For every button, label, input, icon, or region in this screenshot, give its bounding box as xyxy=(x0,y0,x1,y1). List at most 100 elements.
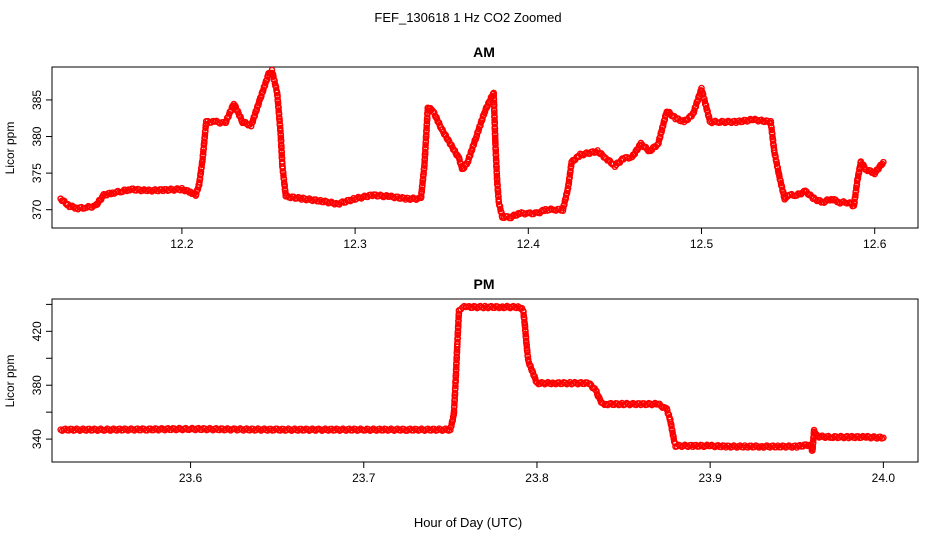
data-point-am xyxy=(880,158,887,166)
data-point-pm xyxy=(452,363,460,371)
data-point-pm xyxy=(880,434,887,442)
data-point-am xyxy=(421,148,429,156)
data-point-am xyxy=(420,165,428,172)
data-point-am xyxy=(249,116,257,123)
data-point-am xyxy=(278,144,285,152)
x-tick-label-pm: 23.6 xyxy=(179,471,203,485)
data-point-am xyxy=(270,73,277,81)
x-tick-label-am: 12.2 xyxy=(170,237,194,251)
data-point-am xyxy=(201,131,209,138)
data-point-am xyxy=(423,124,430,132)
data-point-am xyxy=(280,172,287,179)
data-point-am xyxy=(565,178,573,185)
data-point-pm xyxy=(668,422,675,430)
data-point-am xyxy=(560,204,567,212)
x-tick-label-pm: 23.7 xyxy=(352,471,376,485)
data-point-pm xyxy=(455,321,462,328)
data-point-am xyxy=(201,138,208,145)
panel-title-pm: PM xyxy=(474,276,495,292)
data-point-am xyxy=(497,205,504,213)
data-point-am xyxy=(198,161,206,169)
data-point-am xyxy=(491,116,498,124)
data-point-pm xyxy=(809,443,817,451)
axes-pm: 23.6 23.7 23.8 23.9 24.0 340 380 420 xyxy=(30,303,896,485)
x-axis-label: Hour of Day (UTC) xyxy=(413,515,523,530)
data-point-am xyxy=(196,178,203,186)
data-point-am xyxy=(255,99,263,107)
x-tick-label-am: 12.4 xyxy=(517,237,541,251)
y-tick-label-am: 380 xyxy=(30,126,44,146)
data-point-am xyxy=(862,166,870,174)
data-point-am xyxy=(658,126,666,134)
x-tick-label-am: 12.6 xyxy=(863,237,887,251)
y-tick-label-am: 370 xyxy=(30,199,44,219)
data-point-pm xyxy=(522,330,529,338)
data-point-am xyxy=(418,186,426,193)
data-point-am xyxy=(773,160,781,167)
data-point-am xyxy=(768,126,776,134)
data-point-am xyxy=(493,178,501,186)
data-point-am xyxy=(490,92,498,100)
data-point-pm xyxy=(453,353,461,360)
x-tick-label-am: 12.5 xyxy=(690,237,714,251)
x-tick-label-pm: 23.8 xyxy=(525,471,549,485)
data-point-am xyxy=(422,141,429,149)
y-axis-label-pm: Licor ppm xyxy=(3,355,17,408)
y-tick-label-am: 385 xyxy=(30,90,44,110)
data-point-am xyxy=(493,165,500,173)
data-point-pm xyxy=(451,389,459,397)
points-pm xyxy=(57,302,887,454)
data-point-pm xyxy=(447,426,454,434)
data-point-pm xyxy=(454,338,461,346)
data-point-am xyxy=(475,125,483,133)
data-point-am xyxy=(491,127,499,134)
data-point-am xyxy=(277,127,284,135)
data-point-am xyxy=(197,168,205,176)
data-point-am xyxy=(276,117,283,125)
data-point-am xyxy=(421,159,428,166)
y-tick-label-pm: 380 xyxy=(30,375,44,395)
data-point-pm xyxy=(876,433,884,441)
data-point-am xyxy=(279,165,287,172)
data-point-pm xyxy=(449,416,457,424)
data-point-am xyxy=(199,148,207,156)
x-tick-label-pm: 23.9 xyxy=(698,471,722,485)
data-point-pm xyxy=(521,324,529,331)
data-point-am xyxy=(273,89,281,97)
data-point-am xyxy=(494,189,502,196)
x-tick-label-pm: 24.0 xyxy=(872,471,896,485)
data-point-am xyxy=(852,191,859,199)
x-tick-label-am: 12.3 xyxy=(343,237,367,251)
data-point-am xyxy=(260,86,267,93)
data-point-pm xyxy=(669,429,676,437)
data-point-am xyxy=(275,107,282,114)
data-point-am xyxy=(492,148,500,155)
points-am xyxy=(57,66,887,222)
data-point-am xyxy=(277,134,285,141)
axes-am: 12.2 12.3 12.4 12.5 12.6 370 375 380 385 xyxy=(30,90,887,251)
data-point-am xyxy=(274,100,282,107)
data-point-am xyxy=(509,212,516,220)
y-tick-label-pm: 420 xyxy=(30,321,44,341)
data-point-pm xyxy=(809,437,817,444)
plot-frame-am xyxy=(51,66,919,229)
data-point-pm xyxy=(452,370,460,377)
data-point-pm xyxy=(451,400,458,407)
data-point-am xyxy=(278,151,286,159)
data-point-pm xyxy=(524,349,531,356)
y-tick-label-am: 375 xyxy=(30,163,44,183)
data-point-am xyxy=(491,109,498,117)
data-point-am xyxy=(419,179,426,187)
data-point-am xyxy=(812,196,819,203)
figure-title: FEF_130618 1 Hz CO2 Zoomed xyxy=(374,10,562,25)
data-point-am xyxy=(470,139,478,146)
data-point-am xyxy=(492,155,500,162)
data-point-am xyxy=(691,106,698,114)
data-point-am xyxy=(493,172,501,180)
data-point-am xyxy=(776,173,783,180)
data-point-am xyxy=(422,131,430,139)
data-point-pm xyxy=(455,314,462,321)
